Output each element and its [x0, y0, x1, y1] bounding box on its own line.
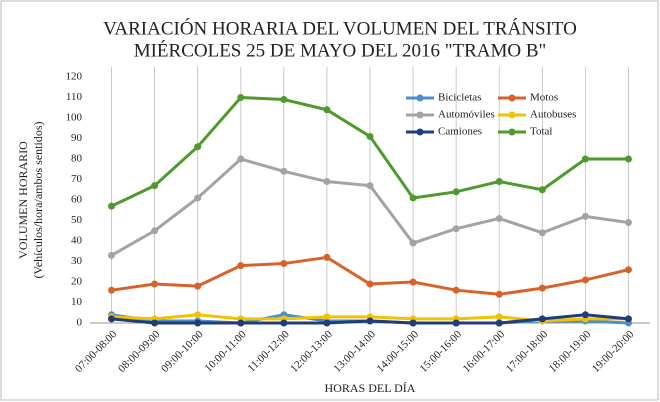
point: [323, 319, 331, 327]
y-tick-label: 100: [66, 112, 83, 124]
point: [409, 194, 417, 202]
point: [151, 319, 159, 327]
point: [194, 194, 202, 202]
y-tick-label: 40: [71, 235, 83, 247]
point: [581, 311, 589, 319]
y-tick-label: 110: [66, 91, 83, 103]
point: [323, 106, 331, 114]
point: [452, 225, 460, 233]
point: [624, 155, 632, 163]
point: [366, 317, 374, 325]
point: [194, 319, 202, 327]
point: [366, 280, 374, 288]
y-tick-label: 30: [71, 255, 83, 267]
point: [495, 178, 503, 186]
point: [409, 319, 417, 327]
legend-swatch: [508, 128, 516, 136]
point: [323, 178, 331, 186]
point: [194, 311, 202, 319]
legend-swatch: [416, 111, 424, 119]
legend-label: Autobuses: [530, 109, 576, 121]
point: [108, 315, 116, 323]
point: [581, 276, 589, 284]
x-axis-label: HORAS DEL DÍA: [325, 381, 416, 395]
y-axis-label: (Vehículos/hora/ambos sentidos): [31, 122, 45, 279]
legend-label: Camiones: [438, 126, 482, 138]
point: [624, 266, 632, 274]
y-tick-label: 50: [71, 214, 83, 226]
y-tick-label: 10: [71, 296, 83, 308]
point: [452, 319, 460, 327]
chart-title: VARIACIÓN HORARIA DEL VOLUMEN DEL TRÁNSI…: [103, 17, 577, 39]
point: [151, 227, 159, 235]
legend-swatch: [508, 94, 516, 102]
legend-swatch: [416, 94, 424, 102]
legend-swatch: [416, 128, 424, 136]
point: [151, 280, 159, 288]
y-tick-label: 80: [71, 153, 83, 165]
point: [280, 319, 288, 327]
point: [624, 219, 632, 227]
chart-title: MIÉRCOLES 25 DE MAYO DEL 2016 "TRAMO B": [134, 39, 547, 61]
y-tick-label: 70: [71, 173, 83, 185]
y-tick-label: 0: [77, 317, 83, 329]
y-tick-label: 60: [71, 194, 83, 206]
y-tick-label: 120: [66, 71, 83, 83]
point: [495, 319, 503, 327]
point: [151, 182, 159, 190]
point: [366, 132, 374, 140]
point: [538, 315, 546, 323]
point: [323, 253, 331, 261]
point: [409, 278, 417, 286]
point: [538, 284, 546, 292]
point: [108, 202, 116, 210]
point: [452, 188, 460, 196]
point: [237, 262, 245, 270]
legend-label: Automóviles: [438, 109, 495, 121]
point: [237, 319, 245, 327]
point: [495, 214, 503, 222]
legend-swatch: [508, 111, 516, 119]
point: [495, 290, 503, 298]
point: [581, 155, 589, 163]
point: [194, 282, 202, 290]
point: [280, 96, 288, 104]
point: [409, 239, 417, 247]
point: [194, 143, 202, 151]
point: [581, 212, 589, 220]
point: [237, 94, 245, 101]
point: [280, 167, 288, 175]
point: [280, 260, 288, 268]
legend-label: Motos: [530, 92, 558, 104]
point: [452, 286, 460, 294]
y-axis-label: VOLUMEN HORARIO: [16, 141, 30, 259]
point: [323, 313, 331, 321]
point: [366, 182, 374, 190]
y-tick-label: 90: [71, 132, 83, 144]
legend-label: Total: [530, 126, 552, 138]
point: [495, 313, 503, 321]
legend-label: Bicicletas: [438, 92, 481, 104]
point: [108, 251, 116, 259]
point: [538, 229, 546, 237]
point: [237, 155, 245, 163]
point: [108, 286, 116, 294]
point: [538, 186, 546, 194]
y-tick-label: 20: [71, 276, 83, 288]
point: [624, 315, 632, 323]
